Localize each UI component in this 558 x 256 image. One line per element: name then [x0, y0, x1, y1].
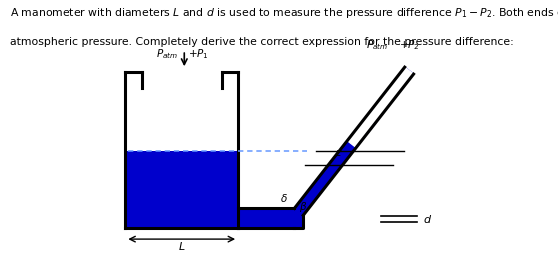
Text: A manometer with diameters $L$ and $d$ is used to measure the pressure differenc: A manometer with diameters $L$ and $d$ i…: [10, 6, 558, 20]
Text: $+ P_1$: $+ P_1$: [188, 47, 209, 61]
Text: $\beta$: $\beta$: [300, 200, 308, 214]
Text: $+ P_2$: $+ P_2$: [398, 38, 419, 52]
Text: $d$: $d$: [424, 213, 432, 225]
Bar: [126, 72, 238, 151]
Text: $L$: $L$: [178, 240, 185, 252]
Bar: [126, 151, 238, 228]
Text: $P_{atm}$: $P_{atm}$: [156, 47, 178, 61]
Text: $\delta$: $\delta$: [280, 192, 288, 204]
Bar: [238, 208, 295, 228]
Text: $P_{atm}$: $P_{atm}$: [366, 38, 388, 52]
Polygon shape: [295, 67, 413, 228]
Polygon shape: [347, 67, 413, 147]
Text: $z$: $z$: [335, 148, 343, 158]
Text: atmospheric pressure. Completely derive the correct expression for the pressure : atmospheric pressure. Completely derive …: [10, 37, 514, 47]
